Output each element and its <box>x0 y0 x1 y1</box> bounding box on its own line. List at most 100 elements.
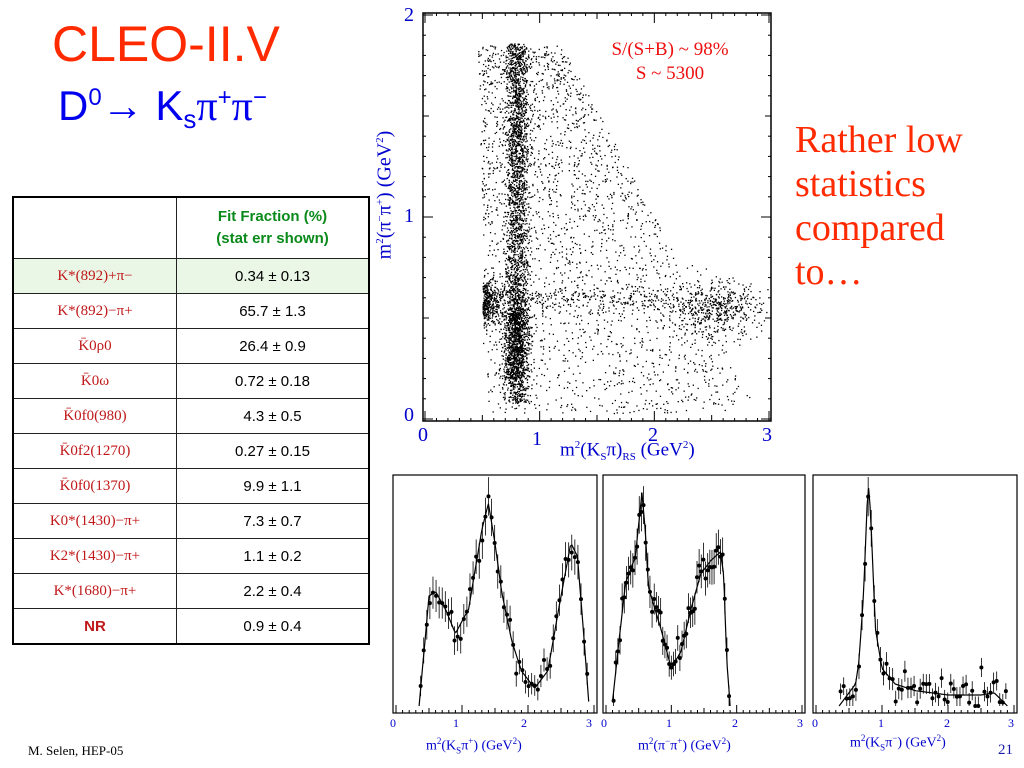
dalitz-point <box>504 363 506 365</box>
dalitz-point <box>509 197 511 200</box>
dalitz-point <box>566 253 568 255</box>
dalitz-point <box>548 153 550 156</box>
dalitz-point <box>511 340 513 342</box>
dalitz-point <box>589 313 592 315</box>
dalitz-point <box>543 189 545 191</box>
dalitz-point <box>515 301 517 303</box>
dalitz-point <box>516 305 519 307</box>
dalitz-point <box>492 110 495 112</box>
dalitz-point <box>538 153 540 155</box>
dalitz-point <box>515 185 518 187</box>
dalitz-point <box>627 180 629 182</box>
dalitz-point <box>521 392 523 395</box>
dalitz-point <box>630 349 632 351</box>
dalitz-point <box>499 338 501 340</box>
dalitz-point <box>614 155 617 157</box>
dalitz-point <box>600 164 603 166</box>
dalitz-point <box>517 102 519 104</box>
dalitz-point <box>564 272 566 274</box>
dalitz-point <box>510 342 512 344</box>
dalitz-point <box>558 73 560 75</box>
dalitz-point <box>665 249 667 252</box>
dalitz-point <box>509 298 511 300</box>
dalitz-point <box>535 171 537 173</box>
dalitz-point <box>559 241 562 243</box>
dalitz-point <box>521 115 523 117</box>
dalitz-point <box>659 284 662 286</box>
dalitz-point <box>518 153 520 155</box>
dalitz-point <box>488 64 490 67</box>
dalitz-point <box>509 190 511 192</box>
dalitz-point <box>625 401 628 403</box>
dalitz-point <box>495 344 498 346</box>
dalitz-point <box>526 328 528 330</box>
dalitz-point <box>700 320 702 322</box>
dalitz-point <box>593 292 595 294</box>
dalitz-point <box>660 312 662 314</box>
dalitz-point <box>518 382 520 384</box>
dalitz-point <box>512 134 514 137</box>
dalitz-point <box>532 115 534 117</box>
dalitz-point <box>523 154 525 157</box>
dalitz-point <box>591 276 593 278</box>
dalitz-point <box>516 375 518 377</box>
dalitz-point <box>542 73 544 75</box>
dalitz-point <box>510 58 512 60</box>
table-header-cell: Fit Fraction (%) (stat err shown) <box>176 196 370 259</box>
dalitz-point <box>519 311 521 313</box>
dalitz-point <box>506 110 508 112</box>
decay-pi2: π <box>231 84 253 130</box>
dalitz-point <box>589 140 591 142</box>
dalitz-point <box>620 320 622 322</box>
dalitz-point <box>526 187 528 189</box>
dalitz-point <box>552 216 554 218</box>
dalitz-point <box>516 187 518 189</box>
dalitz-point <box>551 109 553 111</box>
dalitz-point <box>511 87 513 89</box>
dalitz-point <box>533 157 536 159</box>
dalitz-point <box>535 323 537 326</box>
dalitz-point <box>530 369 532 371</box>
decay-arrow: → <box>101 84 144 130</box>
dalitz-point <box>597 268 599 270</box>
dalitz-point <box>569 156 571 158</box>
dalitz-point <box>652 405 654 407</box>
dalitz-point <box>588 95 590 97</box>
dalitz-point <box>506 87 509 89</box>
dalitz-point <box>523 352 525 354</box>
dalitz-point <box>540 359 542 361</box>
dalitz-point <box>656 321 658 323</box>
dalitz-point <box>579 372 581 374</box>
dalitz-point <box>636 274 638 276</box>
dalitz-point <box>501 314 503 316</box>
dalitz-point <box>594 216 596 219</box>
dalitz-point <box>512 287 515 290</box>
dalitz-point <box>563 344 566 346</box>
dalitz-point <box>518 116 520 119</box>
dalitz-point <box>666 412 669 414</box>
dalitz-point <box>512 97 514 100</box>
dalitz-point <box>518 222 520 224</box>
dalitz-point <box>509 257 511 259</box>
dalitz-point <box>518 234 520 237</box>
dalitz-point <box>582 139 584 141</box>
dalitz-point <box>523 177 525 180</box>
dalitz-point <box>560 322 562 324</box>
dalitz-point <box>525 246 527 248</box>
dalitz-point <box>517 79 520 81</box>
dalitz-point <box>547 68 549 70</box>
dalitz-point <box>536 176 539 178</box>
dalitz-point <box>482 84 485 86</box>
dalitz-point <box>512 84 514 86</box>
dalitz-point <box>483 196 486 198</box>
dalitz-point <box>707 344 709 346</box>
dalitz-point <box>694 317 696 320</box>
dalitz-point <box>640 202 642 204</box>
dalitz-point <box>509 144 512 147</box>
dalitz-point <box>517 198 519 201</box>
dalitz-point <box>636 328 638 330</box>
value-cell: 9.9 ± 1.1 <box>176 468 370 504</box>
dalitz-point <box>703 360 705 362</box>
dalitz-point <box>513 254 515 256</box>
dalitz-point <box>508 46 511 48</box>
